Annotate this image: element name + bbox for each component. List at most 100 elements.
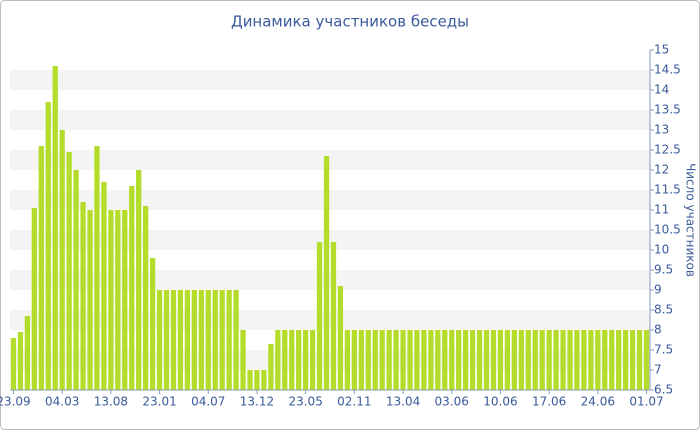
bar [94, 146, 100, 390]
y-tick-label: 12.5 [654, 143, 681, 157]
bar [623, 330, 629, 390]
bar [31, 208, 37, 390]
x-tick-label: 03.06 [435, 395, 469, 409]
y-tick-label: 7.5 [654, 343, 673, 357]
bar [358, 330, 364, 390]
bar [532, 330, 538, 390]
y-tick-label: 15 [654, 43, 669, 57]
chart-title: Динамика участников беседы [231, 13, 469, 31]
bar [643, 330, 650, 390]
bar [233, 290, 239, 390]
x-tick-label: 23.05 [288, 395, 322, 409]
bar [553, 330, 559, 390]
x-tick-label: 13.08 [94, 395, 128, 409]
y-tick-label: 10.5 [654, 223, 681, 237]
bar [546, 330, 552, 390]
bar [497, 330, 504, 390]
bar [212, 290, 218, 390]
bar [59, 130, 65, 390]
bar [379, 330, 385, 390]
bar [226, 290, 232, 390]
bar [170, 290, 177, 390]
bar [247, 370, 253, 390]
bar [289, 330, 295, 390]
bar [296, 330, 302, 390]
bar [400, 330, 406, 390]
bar [442, 330, 448, 390]
bar [87, 210, 93, 390]
bar [122, 210, 128, 390]
grid-band [10, 70, 650, 90]
bar [136, 170, 142, 390]
bar [219, 290, 225, 390]
bar [372, 330, 378, 390]
bar [574, 330, 580, 390]
bar [129, 186, 135, 390]
bar [428, 330, 434, 390]
bar [629, 330, 636, 390]
bar [205, 290, 211, 390]
bar [198, 290, 204, 390]
bar [268, 344, 274, 390]
bar [38, 146, 44, 390]
bar [456, 330, 462, 390]
bar [309, 330, 316, 390]
bar [177, 290, 184, 390]
bar [261, 370, 267, 390]
bar [24, 316, 31, 390]
bar [588, 330, 594, 390]
bar [191, 290, 197, 390]
bar [303, 330, 309, 390]
y-tick-label: 11 [654, 203, 669, 217]
y-tick-label: 13 [654, 123, 669, 137]
bar [539, 330, 545, 390]
grid-band [10, 150, 650, 170]
x-tick-label: 04.03 [45, 395, 79, 409]
bar [337, 286, 344, 390]
bar [476, 330, 483, 390]
bar [101, 182, 107, 390]
bar [184, 290, 191, 390]
bar [511, 330, 517, 390]
bar [108, 210, 114, 390]
bar [435, 330, 441, 390]
y-tick-label: 6.5 [654, 383, 673, 397]
y-tick-label: 9 [654, 283, 662, 297]
y-tick-label: 11.5 [654, 183, 681, 197]
bar [490, 330, 497, 390]
bar [156, 290, 163, 390]
y-tick-label: 12 [654, 163, 669, 177]
x-tick-label: 10.06 [483, 395, 517, 409]
grid-band [10, 350, 650, 370]
grid-band [10, 270, 650, 290]
x-tick-label: 02.11 [337, 395, 371, 409]
bar [386, 330, 392, 390]
grid-band [10, 110, 650, 130]
bar [504, 330, 511, 390]
x-tick-label: 23.01 [142, 395, 176, 409]
bar [407, 330, 413, 390]
x-tick-label: 01.07 [629, 395, 663, 409]
x-tick-label: 04.07 [191, 395, 225, 409]
bar [316, 242, 323, 390]
bar [330, 242, 337, 390]
y-tick-label: 14 [654, 83, 669, 97]
bar [463, 330, 469, 390]
bar [393, 330, 399, 390]
bar [275, 330, 281, 390]
bar [45, 102, 51, 390]
bar [602, 330, 608, 390]
bar [609, 330, 615, 390]
bar [73, 170, 79, 390]
grid-band [10, 230, 650, 250]
bar [240, 330, 246, 390]
bar [143, 206, 149, 390]
bar [10, 338, 17, 390]
bar [421, 330, 427, 390]
bar [254, 370, 260, 390]
bar [80, 202, 86, 390]
bar [149, 258, 156, 390]
bar [449, 330, 455, 390]
bar [595, 330, 601, 390]
